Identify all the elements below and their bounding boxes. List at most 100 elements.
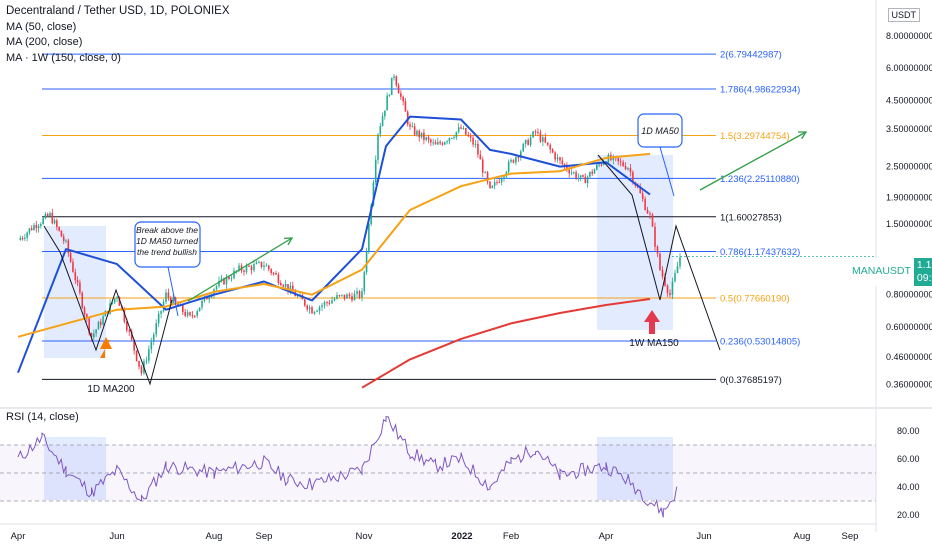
candle-body	[579, 175, 582, 178]
candle-body	[377, 134, 379, 160]
fib-level-label: 0.786(1.17437632)	[720, 247, 800, 258]
candle-body	[323, 302, 326, 306]
label-1d-ma200: 1D MA200	[87, 384, 135, 395]
candle-body	[627, 167, 629, 170]
candle-body	[437, 141, 439, 145]
candle-body	[493, 182, 496, 186]
price-axis-tick: 8.00000000	[886, 31, 932, 41]
candle-body	[263, 265, 265, 268]
candle-body	[644, 198, 646, 210]
candle-body	[460, 127, 462, 129]
candle-body	[612, 156, 615, 161]
candle-body	[520, 151, 522, 158]
candle-body	[177, 302, 179, 307]
candle-body	[72, 261, 74, 273]
legend-ma50[interactable]: MA (50, close)	[6, 20, 77, 33]
rsi-band	[0, 445, 876, 501]
legend-ma1w[interactable]: MA · 1W (150, close, 0)	[6, 51, 121, 64]
candle-body	[62, 236, 65, 242]
candle-body	[194, 315, 196, 317]
candle-body	[95, 329, 97, 334]
candle-body	[472, 137, 474, 145]
green-arrow-1-head	[283, 237, 294, 246]
fib-level-label: 2(6.79442987)	[720, 50, 782, 61]
candle-body	[539, 132, 542, 142]
price-axis-tick: 1.90000000	[886, 192, 932, 202]
candle-body	[268, 265, 270, 270]
candle-body	[86, 314, 88, 318]
candle-body	[19, 238, 22, 241]
candle-body	[450, 138, 453, 140]
candle-body	[348, 294, 351, 297]
bar-countdown: 09:00:44	[916, 272, 932, 284]
candle-body	[341, 294, 343, 296]
candle-body	[586, 176, 589, 184]
candle-body	[573, 172, 575, 174]
candle-body	[479, 154, 482, 160]
legend-ma200[interactable]: MA (200, close)	[6, 36, 83, 48]
candle-body	[326, 302, 328, 304]
candle-body	[462, 128, 465, 130]
candle-body	[116, 297, 118, 299]
candle-body	[510, 159, 512, 162]
candle-body	[258, 261, 260, 263]
candle-body	[474, 143, 477, 145]
candle-body	[386, 95, 388, 111]
candle-body	[577, 177, 580, 179]
candle-body	[245, 265, 248, 272]
candle-body	[118, 297, 121, 306]
candle-body	[570, 172, 573, 174]
candle-body	[225, 276, 228, 285]
price-axis-tick: 0.60000000	[886, 322, 932, 332]
candle-body	[542, 137, 544, 142]
candle-body	[167, 292, 170, 298]
candle-body	[170, 297, 172, 304]
candle-body	[409, 124, 411, 127]
candle-body	[287, 283, 289, 291]
candle-body	[430, 139, 432, 143]
candle-body	[622, 162, 624, 167]
candle-body	[277, 274, 280, 283]
green-arrow-1	[187, 237, 293, 302]
candle-body	[639, 187, 642, 194]
candle-body	[679, 257, 681, 267]
candle-body	[218, 280, 220, 287]
candle-body	[184, 312, 186, 316]
candle-body	[208, 297, 210, 300]
currency-badge[interactable]: USDT	[887, 8, 920, 22]
candle-body	[388, 94, 391, 96]
candle-body	[99, 321, 102, 325]
last-price-value: 1.12372582	[916, 259, 932, 271]
candle-body	[664, 276, 666, 286]
candle-body	[30, 228, 33, 231]
candle-body	[651, 214, 654, 227]
candle-body	[51, 212, 54, 224]
candle-body	[646, 209, 649, 214]
fib-level-label: 0.236(0.53014805)	[720, 336, 800, 347]
candle-body	[333, 298, 336, 301]
candle-body	[318, 306, 321, 311]
fib-level-label: 1.5(3.29744754)	[720, 131, 790, 142]
rsi-axis-tick: 60.00	[897, 454, 920, 464]
candle-body	[503, 176, 505, 179]
candle-body	[79, 282, 81, 293]
last-price-tag: MANAUSDT 1.12372582 09:00:44	[848, 258, 932, 286]
candle-body	[556, 157, 559, 160]
time-axis-tick: Apr	[599, 531, 614, 542]
candle-body	[42, 218, 44, 225]
candle-body	[669, 292, 671, 295]
candle-body	[453, 137, 455, 139]
candle-body	[384, 110, 386, 117]
chart-legend: Decentraland / Tether USD, 1D, POLONIEX …	[6, 4, 230, 66]
candle-body	[465, 128, 467, 135]
candle-body	[361, 291, 363, 298]
orange-arrow-icon	[100, 337, 112, 358]
candle-body	[111, 302, 114, 304]
fib-level-label: 0(0.37685197)	[720, 375, 782, 386]
price-axis-tick: 0.46000000	[886, 352, 932, 362]
candle-body	[186, 312, 189, 316]
rsi-legend[interactable]: RSI (14, close)	[6, 411, 79, 423]
last-price-box: 1.12372582 09:00:44	[913, 258, 932, 286]
time-axis-tick: Sep	[256, 531, 273, 542]
